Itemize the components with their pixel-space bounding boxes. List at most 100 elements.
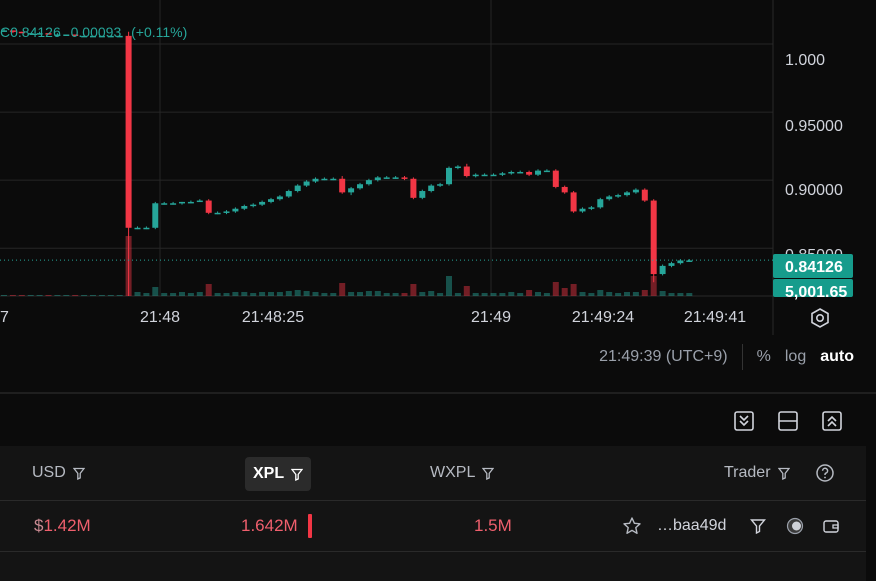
volume-bar — [481, 293, 488, 296]
candle-body — [232, 208, 239, 212]
ohlc-legend: C0.84126 0.00093 (+0.11%) — [0, 24, 193, 40]
candle-body — [134, 227, 141, 230]
table-row[interactable]: $1.42M 1.642M 1.5M …baa49d — [0, 501, 866, 552]
candle-body — [9, 30, 16, 32]
chart-bottom-toolbar: 21:49:39 (UTC+9) % log auto — [599, 344, 854, 370]
candle — [81, 34, 88, 38]
candle-body — [170, 203, 177, 205]
candle — [410, 177, 417, 200]
volume-bar — [437, 293, 444, 296]
volume-bar — [143, 293, 150, 296]
split-view-button[interactable] — [772, 406, 804, 436]
trader-address[interactable]: …baa49d — [657, 517, 727, 534]
chart-canvas[interactable]: 1.000 0.95000 0.90000 0.85000 0.84126 5,… — [0, 0, 876, 392]
volume-bar — [250, 293, 257, 296]
volume-bar — [1, 295, 7, 296]
candle — [63, 34, 70, 36]
candle — [570, 191, 577, 213]
candle-body — [383, 177, 390, 179]
candle-body — [294, 185, 301, 192]
volume-bar — [401, 293, 408, 296]
candle — [187, 200, 194, 204]
candle — [624, 191, 630, 197]
candle — [579, 207, 586, 213]
candle-body — [357, 184, 363, 189]
candle — [134, 226, 141, 230]
help-button[interactable] — [815, 446, 835, 500]
volume-bar — [526, 290, 533, 296]
filter-icon[interactable] — [777, 467, 790, 480]
candle-body — [312, 178, 319, 182]
candle — [561, 185, 568, 194]
candle — [285, 189, 292, 198]
candle-body — [552, 170, 559, 187]
volume-bar — [392, 293, 399, 296]
candle-body — [454, 166, 461, 169]
filter-icon[interactable] — [482, 467, 495, 480]
wallet-button[interactable] — [822, 501, 840, 551]
candle-body — [143, 227, 150, 230]
candle-body — [152, 203, 159, 228]
column-header-usd[interactable]: USD — [32, 446, 85, 500]
chart-settings-button[interactable] — [806, 304, 834, 332]
price-chart[interactable]: 1.000 0.95000 0.90000 0.85000 0.84126 5,… — [0, 0, 876, 392]
candle — [552, 169, 559, 189]
ohlc-change-pct: (+0.11%) — [131, 24, 188, 40]
log-scale-toggle[interactable]: log — [784, 348, 807, 365]
candle — [36, 31, 43, 35]
candle-body — [81, 35, 88, 38]
candle — [125, 31, 132, 296]
candle — [143, 226, 150, 230]
candle — [179, 201, 185, 205]
candle — [508, 170, 515, 175]
candle-body — [677, 260, 684, 264]
filter-icon[interactable] — [72, 467, 85, 480]
candle — [9, 30, 16, 34]
collapse-up-button[interactable] — [816, 406, 848, 436]
candle-body — [259, 201, 266, 205]
candle — [615, 193, 622, 198]
column-header-trader[interactable]: Trader — [724, 446, 790, 500]
last-price-value: 0.84126 — [785, 259, 843, 276]
token-logo-icon — [786, 517, 804, 535]
favorite-button[interactable] — [622, 501, 642, 551]
price-tick-label: 0.95000 — [785, 118, 843, 135]
candle-body — [499, 173, 506, 175]
candle — [18, 31, 25, 34]
wxpl-cell: 1.5M — [474, 501, 512, 551]
volume-bar — [63, 295, 70, 296]
candle — [205, 199, 212, 215]
auto-scale-toggle[interactable]: auto — [820, 348, 854, 365]
candle-body — [90, 35, 96, 38]
candle-body — [686, 260, 693, 262]
volume-bar — [357, 292, 363, 296]
candle-body — [161, 203, 168, 205]
candle — [45, 33, 52, 35]
filter-icon[interactable] — [291, 468, 304, 481]
column-header-wxpl[interactable]: WXPL — [430, 446, 495, 500]
candle-body — [490, 174, 497, 177]
filter-trader-button[interactable] — [750, 501, 766, 551]
collapse-down-button[interactable] — [728, 406, 760, 436]
volume-bar — [81, 295, 88, 296]
candle-body — [650, 200, 657, 275]
candle — [374, 176, 381, 182]
candle — [276, 195, 283, 201]
percent-scale-toggle[interactable]: % — [756, 348, 771, 365]
column-header-xpl[interactable]: XPL — [245, 457, 312, 491]
volume-bar — [294, 290, 301, 296]
candle-body — [579, 208, 586, 212]
trader-profile-button[interactable] — [786, 501, 804, 551]
candle-body — [196, 200, 203, 203]
candle-body — [330, 178, 337, 181]
candle — [268, 197, 274, 204]
candle — [588, 206, 595, 211]
volume-bar — [241, 292, 248, 296]
candle — [526, 170, 533, 177]
candle-body — [18, 31, 25, 34]
volume-bar — [490, 293, 497, 296]
candle — [632, 188, 639, 194]
volume-bar — [18, 295, 25, 296]
volume-bar — [223, 293, 230, 296]
volume-bar — [641, 290, 648, 296]
